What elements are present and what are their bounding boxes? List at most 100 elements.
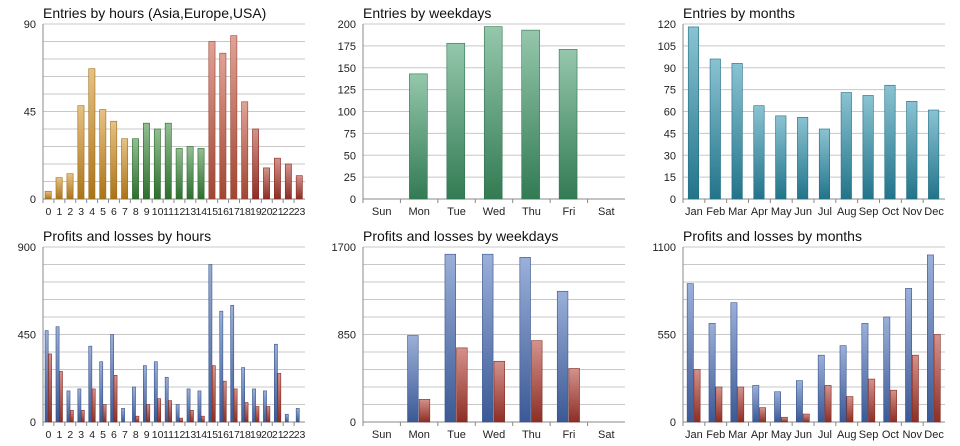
bar-4: [88, 68, 96, 200]
bar-13: [186, 146, 194, 200]
x-tick-label: 0: [46, 206, 52, 218]
bar-Tue: [446, 42, 466, 200]
bar-0: [44, 190, 52, 200]
bar-5: [99, 109, 107, 200]
bar-20: [263, 167, 270, 200]
bar-Fri-profits: [556, 290, 569, 423]
bar-Fri-losses: [568, 368, 580, 423]
x-tick-label: Fri: [562, 429, 575, 441]
x-tick-label: 21: [272, 429, 284, 441]
x-tick-label: 6: [111, 429, 117, 441]
bar-Mon-profits: [407, 335, 419, 423]
x-tick-label: Apr: [751, 429, 768, 441]
x-tick-label: 21: [272, 206, 284, 218]
y-tick-label: 175: [338, 41, 356, 53]
x-tick-label: 19: [250, 206, 262, 218]
bar-Sep-profits: [861, 323, 869, 423]
bar-7: [121, 138, 129, 200]
bar-Sep-losses: [868, 378, 876, 423]
bar-12-losses: [179, 417, 183, 423]
x-tick-label: 5: [100, 429, 106, 441]
bar-12-profits: [175, 404, 180, 423]
bar-Apr-losses: [759, 407, 766, 423]
bar-20-profits: [263, 390, 267, 423]
bar-2-profits: [66, 390, 71, 423]
y-tick-label: 100: [338, 107, 356, 119]
x-tick-label: 11: [163, 206, 174, 218]
x-tick-label: 23: [294, 206, 306, 218]
bar-18: [241, 101, 249, 200]
x-tick-label: Nov: [902, 429, 922, 441]
x-tick-label: 19: [250, 429, 262, 441]
chart-title: Profits and losses by months: [683, 228, 862, 244]
x-tick-label: Sat: [598, 429, 615, 441]
x-tick-label: 10: [152, 206, 164, 218]
x-tick-label: Tue: [447, 206, 466, 218]
bar-14: [197, 148, 205, 200]
x-tick-label: 6: [111, 206, 117, 218]
bar-3-profits: [77, 388, 82, 423]
y-tick-label: 75: [344, 128, 356, 140]
bar-Dec-losses: [933, 334, 941, 423]
x-tick-label: May: [771, 429, 792, 441]
x-tick-label: 4: [89, 429, 95, 441]
bar-6-profits: [110, 334, 114, 423]
bar-Jun-losses: [802, 413, 810, 423]
bar-May-losses: [780, 416, 788, 423]
x-tick-label: 5: [100, 206, 106, 218]
bar-Tue-profits: [444, 253, 456, 423]
bar-Jul-profits: [817, 354, 825, 423]
x-tick-label: Mar: [728, 429, 747, 441]
y-tick-label: 30: [664, 150, 676, 162]
bar-0-profits: [44, 330, 49, 423]
x-tick-label: 18: [239, 206, 251, 218]
bar-Mar-profits: [730, 302, 738, 423]
bar-19-profits: [252, 388, 256, 423]
bar-6-losses: [113, 375, 118, 423]
y-tick-label: 45: [664, 128, 676, 140]
y-tick-label: 1100: [652, 242, 676, 254]
x-tick-label: 8: [133, 206, 139, 218]
x-tick-label: 23: [294, 429, 306, 441]
bar-1-profits: [55, 326, 60, 423]
bar-Wed-losses: [493, 360, 505, 423]
chart-entries-by-months: Entries by months 0 15 30 45 60 75 90 105 120 Jan F…: [658, 5, 945, 218]
x-tick-label: 11: [163, 429, 174, 441]
bar-19: [252, 128, 260, 200]
y-tick-label: 150: [338, 63, 356, 75]
x-tick-label: Apr: [751, 206, 768, 218]
bar-Jan-profits: [686, 283, 694, 423]
bar-23-profits: [295, 408, 300, 423]
x-tick-label: 7: [122, 206, 128, 218]
y-tick-label: 1700: [332, 242, 356, 254]
chart-profits-losses-by-months: Profits and losses by months 0 550 1100 Jan F…: [652, 228, 945, 441]
chart-profits-losses-by-weekdays: Profits and losses by weekdays 0 850 1700 Su…: [332, 228, 625, 441]
bar-Feb-losses: [715, 386, 723, 423]
bar-Mon: [409, 73, 428, 200]
chart-title: Profits and losses by hours: [43, 228, 211, 244]
bar-14-losses: [200, 415, 205, 423]
x-tick-label: 7: [122, 429, 128, 441]
x-tick-label: 14: [195, 206, 207, 218]
bar-10-losses: [157, 398, 162, 423]
bar-Mon-losses: [418, 399, 431, 423]
y-tick-label: 0: [350, 194, 356, 206]
bar-23: [295, 175, 303, 200]
x-tick-label: Sun: [372, 206, 392, 218]
bar-8-profits: [132, 386, 136, 423]
bar-Aug-profits: [839, 345, 847, 423]
bar-10: [153, 128, 161, 200]
bar-5-losses: [102, 404, 107, 423]
bar-0-losses: [48, 353, 52, 423]
bar-3: [77, 105, 85, 200]
bar-4-losses: [91, 388, 96, 423]
bar-Jul-losses: [824, 385, 832, 423]
bar-2-losses: [69, 410, 74, 423]
x-tick-label: Dec: [924, 206, 944, 218]
x-tick-label: Sep: [859, 429, 879, 441]
y-tick-label: 550: [658, 330, 676, 342]
x-tick-label: 8: [133, 429, 139, 441]
x-tick-label: 3: [78, 429, 84, 441]
bar-8-losses: [135, 415, 140, 423]
